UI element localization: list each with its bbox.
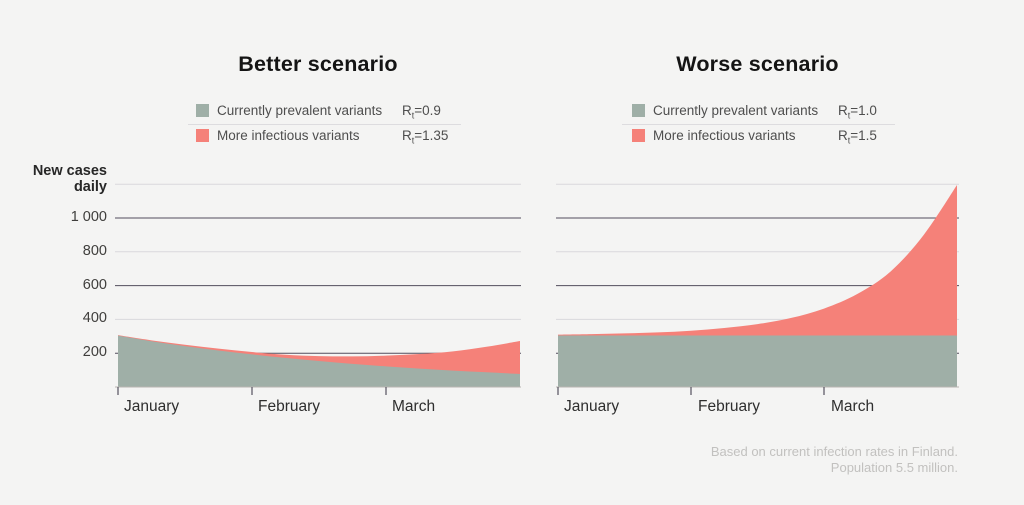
rt-number: =0.9 (414, 103, 441, 118)
x-tick-label-march: March (831, 398, 875, 415)
footnote-line2: Population 5.5 million. (830, 459, 958, 475)
rt-number: =1.0 (850, 103, 877, 118)
legend-worse: Currently prevalent variants Rt=1.0 More… (632, 102, 912, 146)
rt-prefix: R (402, 103, 412, 118)
legend-divider (188, 124, 461, 125)
rt-subscript: t (411, 135, 415, 146)
footnote: Based on current infection rates in Finl… (558, 444, 958, 475)
better-scenario-chart (115, 183, 521, 395)
rt-prefix: R (838, 103, 848, 118)
rt-subscript: t (847, 135, 851, 146)
x-tick-label-january: January (124, 398, 180, 415)
prevalent-variant-swatch (632, 103, 645, 117)
rt-subscript: t (847, 110, 851, 121)
x-tick-label-january: January (564, 398, 620, 415)
legend-divider (622, 124, 895, 125)
x-tick-label-february: February (698, 398, 761, 415)
legend-row-infectious: More infectious variants Rt=1.5 (632, 127, 912, 146)
rt-number: =1.5 (850, 128, 877, 143)
y-tick-label-1000: 1 000 (70, 209, 107, 225)
y-tick-label-400: 400 (82, 310, 107, 326)
legend-label-prevalent: Currently prevalent variants (217, 102, 383, 118)
y-axis-title-line1: New cases (32, 163, 107, 179)
legend-row-infectious: More infectious variants Rt=1.35 (196, 127, 476, 146)
rt-prefix: R (838, 128, 848, 143)
y-tick-label-800: 800 (82, 243, 107, 259)
infectious-variant-swatch (196, 128, 209, 142)
y-tick-label-200: 200 (82, 344, 107, 360)
infectious-variant-swatch (632, 128, 645, 142)
y-axis-title: New cases daily (30, 163, 107, 195)
worse-scenario-chart (556, 183, 959, 395)
worse-scenario-title: Worse scenario (676, 52, 839, 76)
x-tick-label-march: March (392, 398, 436, 415)
footnote-line1: Based on current infection rates in Finl… (710, 444, 958, 459)
rt-prefix: R (402, 128, 412, 143)
better-scenario-title: Better scenario (238, 52, 398, 76)
area-currently-prevalent-variants (558, 335, 957, 387)
legend-better: Currently prevalent variants Rt=0.9 More… (196, 102, 476, 146)
prevalent-variant-swatch (196, 103, 209, 117)
legend-row-prevalent: Currently prevalent variants Rt=1.0 (632, 102, 912, 121)
rt-value-prevalent: Rt=1.0 (838, 103, 877, 121)
rt-value-infectious: Rt=1.35 (402, 128, 448, 146)
rt-subscript: t (411, 110, 415, 121)
area-currently-prevalent-variants (118, 335, 520, 387)
legend-label-infectious: More infectious variants (653, 127, 796, 143)
legend-label-prevalent: Currently prevalent variants (653, 102, 819, 118)
y-axis-title-line2: daily (73, 179, 107, 195)
rt-value-infectious: Rt=1.5 (838, 128, 877, 146)
rt-number: =1.35 (414, 128, 449, 143)
legend-row-prevalent: Currently prevalent variants Rt=0.9 (196, 102, 476, 121)
x-tick-label-february: February (258, 398, 321, 415)
legend-label-infectious: More infectious variants (217, 127, 360, 143)
y-tick-label-600: 600 (82, 277, 107, 293)
rt-value-prevalent: Rt=0.9 (402, 103, 441, 121)
